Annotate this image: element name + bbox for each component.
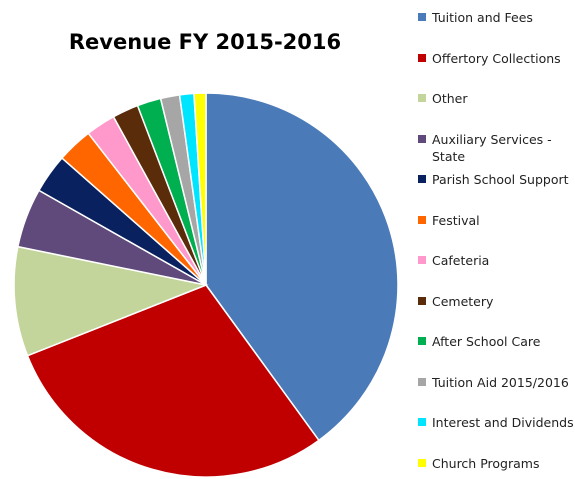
legend-swatch bbox=[418, 256, 426, 264]
legend: Tuition and Fees Offertory Collections Oth… bbox=[418, 0, 575, 479]
legend-label: Offertory Collections bbox=[432, 50, 561, 66]
legend-label: Parish School Support bbox=[432, 172, 569, 187]
legend-label: Interest and Dividends bbox=[432, 415, 574, 430]
pie-slice bbox=[26, 284, 320, 478]
legend-label: Other bbox=[432, 91, 468, 106]
pie-slice bbox=[13, 245, 209, 357]
legend-swatch bbox=[418, 337, 426, 345]
legend-label: Cemetery bbox=[432, 293, 494, 309]
pie-area bbox=[13, 92, 399, 478]
legend-swatch bbox=[418, 94, 426, 102]
legend-swatch bbox=[418, 134, 426, 143]
chart-title: Revenue FY 2015-2016 bbox=[68, 30, 342, 54]
pie-slice bbox=[193, 92, 207, 286]
legend-swatch bbox=[418, 377, 426, 386]
legend-swatch bbox=[418, 53, 426, 62]
legend-swatch bbox=[418, 458, 426, 467]
legend-label: Tuition Aid 2015/2016 bbox=[432, 374, 569, 390]
legend-swatch bbox=[418, 175, 426, 183]
legend-label: Cafeteria bbox=[432, 253, 490, 268]
legend-swatch bbox=[418, 296, 426, 305]
legend-label: Church Programs bbox=[432, 455, 540, 471]
legend-swatch bbox=[418, 418, 426, 426]
legend-swatch bbox=[418, 13, 426, 21]
legend-label: Auxiliary Services - State bbox=[432, 131, 552, 164]
legend-label: Tuition and Fees bbox=[432, 10, 533, 25]
legend-swatch bbox=[418, 215, 426, 224]
pie-slice bbox=[205, 92, 399, 442]
legend-label: After School Care bbox=[432, 334, 541, 349]
legend-label: Festival bbox=[432, 212, 480, 228]
